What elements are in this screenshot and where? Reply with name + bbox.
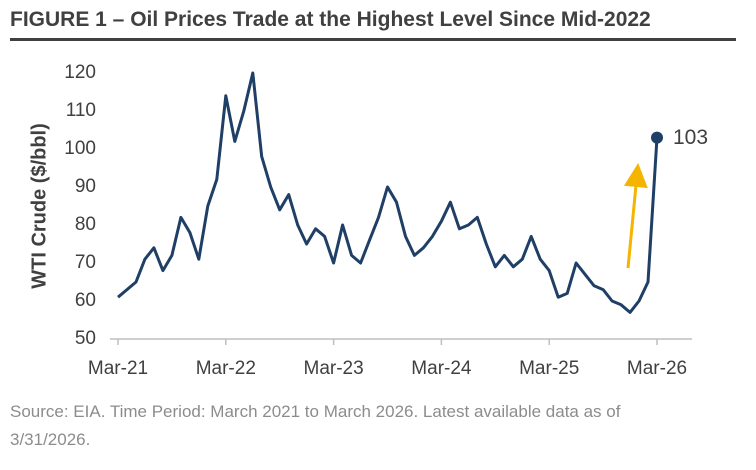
- x-tick-label: Mar-25: [519, 358, 579, 379]
- end-value-label: 103: [673, 126, 708, 149]
- y-tick-label: 100: [64, 138, 96, 159]
- y-tick-label: 60: [75, 290, 96, 311]
- x-tick-label: Mar-23: [304, 358, 364, 379]
- y-tick-label: 70: [75, 252, 96, 273]
- y-axis-label: WTI Crude ($/bbl): [28, 123, 50, 289]
- end-marker: [651, 131, 663, 144]
- y-tick-label: 80: [75, 214, 96, 235]
- chart: WTI Crude ($/bbl) 50 60 70 80 90 100 110 120 Mar…: [28, 62, 708, 379]
- line-series: [117, 71, 659, 314]
- y-tick-label: 90: [75, 176, 96, 197]
- chart-title: FIGURE 1 – Oil Prices Trade at the Highe…: [10, 8, 736, 41]
- x-tick-label: Mar-22: [196, 358, 256, 379]
- y-tick-label: 110: [66, 100, 96, 121]
- arrow: [623, 163, 648, 269]
- x-tick-label: Mar-24: [411, 358, 472, 379]
- x-tick-label: Mar-21: [88, 358, 148, 379]
- y-tick-label: 120: [64, 62, 96, 83]
- source-note: Source: EIA. Time Period: March 2021 to …: [10, 402, 621, 449]
- y-tick-label: 50: [75, 328, 96, 349]
- x-tick-label: Mar-26: [627, 358, 687, 379]
